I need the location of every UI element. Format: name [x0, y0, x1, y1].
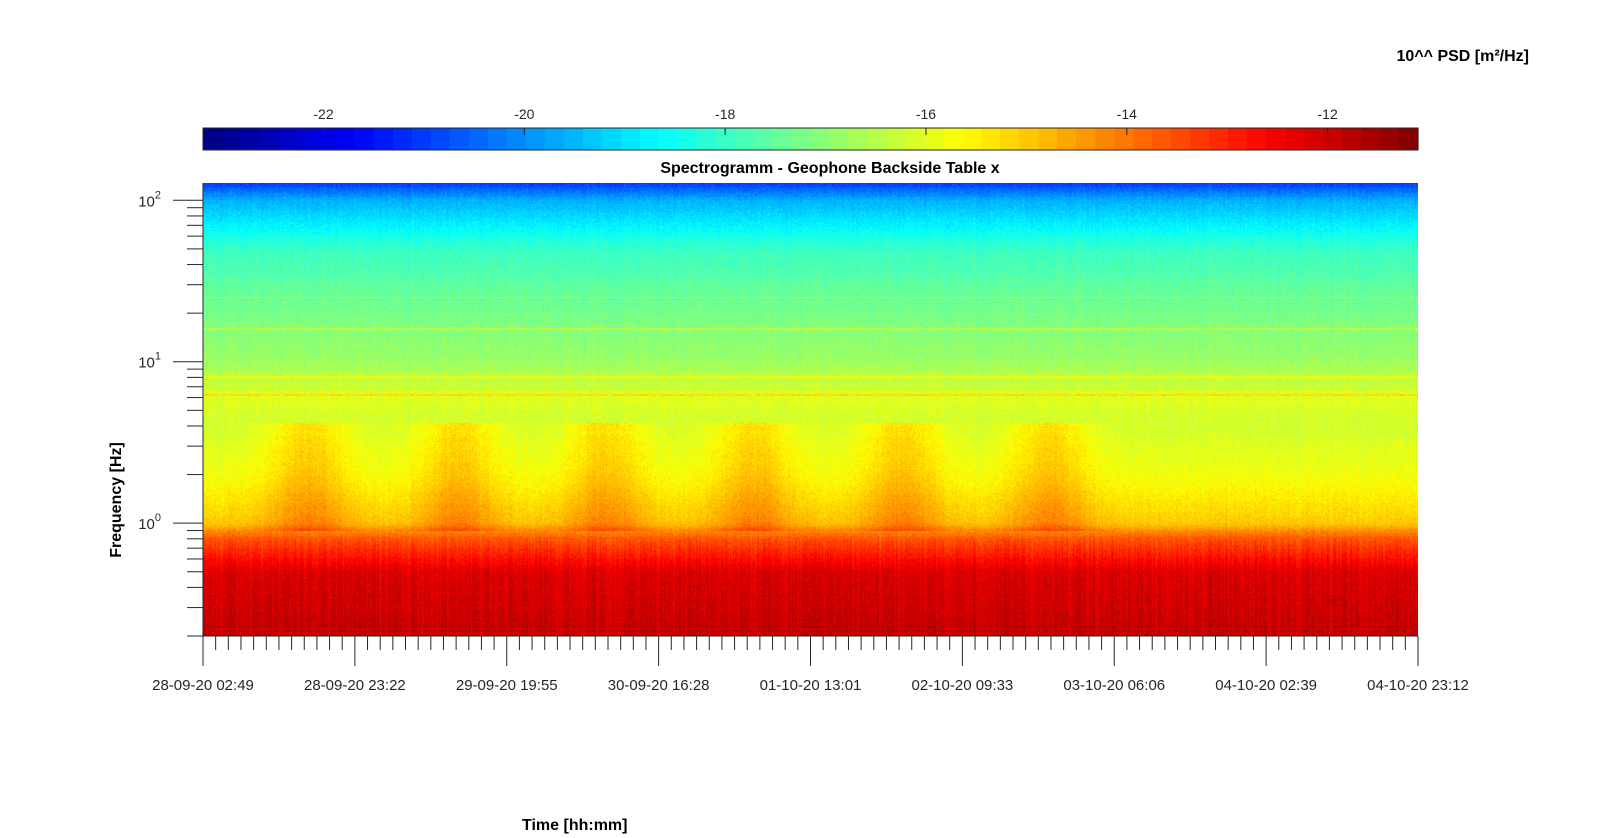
colorbar-segment [1228, 128, 1248, 150]
colorbar-segment [905, 128, 926, 150]
y-tick-label: 101 [138, 351, 161, 372]
colorbar-segment [297, 128, 318, 150]
colorbar-segment [829, 128, 850, 150]
plot-area [203, 183, 1418, 636]
colorbar-segment [696, 128, 717, 150]
colorbar-tick-label: -18 [715, 106, 735, 122]
colorbar-segment [487, 128, 508, 150]
colorbar-segment [544, 128, 565, 150]
colorbar-segment [203, 128, 223, 150]
colorbar-tick-label: -14 [1117, 106, 1137, 122]
colorbar-segment [354, 128, 375, 150]
colorbar-frame [202, 127, 1419, 151]
colorbar-segment [1057, 128, 1077, 150]
colorbar-segment [658, 128, 679, 150]
colorbar-segment [1323, 128, 1343, 150]
colorbar-segment [316, 128, 337, 150]
colorbar-segment [1076, 128, 1096, 150]
colorbar-segment [734, 128, 755, 150]
colorbar-segment [1209, 128, 1229, 150]
colorbar-title: 10^^ PSD [m²/Hz] [1396, 48, 1529, 65]
colorbar-segment [791, 128, 812, 150]
colorbar-segment [1285, 128, 1305, 150]
colorbar-segment [810, 128, 831, 150]
colorbar-segment [1152, 128, 1172, 150]
colorbar-segment [392, 128, 413, 150]
y-tick-label: 100 [138, 512, 161, 533]
colorbar-segment [1114, 128, 1134, 150]
colorbar-segment [449, 128, 470, 150]
y-tick-label: 102 [138, 189, 161, 210]
colorbar-segment [563, 128, 584, 150]
colorbar-segment [715, 128, 736, 150]
x-tick-label: 02-10-20 09:33 [912, 677, 1014, 694]
colorbar-segment [1000, 128, 1020, 150]
colorbar-segment [867, 128, 888, 150]
colorbar-segment [582, 128, 603, 150]
x-tick-label: 03-10-20 06:06 [1063, 677, 1165, 694]
colorbar-segment [240, 128, 261, 150]
colorbar-segment [1266, 128, 1286, 150]
colorbar-segment [1361, 128, 1381, 150]
colorbar-segment [772, 128, 793, 150]
colorbar-segment [1399, 128, 1419, 150]
x-axis-label: Time [hh:mm] [522, 817, 628, 834]
colorbar-segment [753, 128, 774, 150]
colorbar-segment [601, 128, 622, 150]
colorbar-tick-label: -20 [514, 106, 534, 122]
colorbar-segment [620, 128, 641, 150]
x-axis: 28-09-20 02:49 28-09-20 23:22 29-09-20 19:… [152, 635, 1469, 694]
colorbar-segment [1019, 128, 1039, 150]
colorbar-segment [639, 128, 660, 150]
colorbar-segment [278, 128, 299, 150]
colorbar-segment [981, 128, 1001, 150]
colorbar-segment [259, 128, 280, 150]
colorbar-segment [525, 128, 546, 150]
colorbar-segment [506, 128, 527, 150]
colorbar-segment [373, 128, 394, 150]
colorbar-segment [411, 128, 432, 150]
colorbar-segment [1342, 128, 1362, 150]
colorbar-segment [335, 128, 356, 150]
colorbar-segment [1304, 128, 1324, 150]
spectrogram-heatmap [203, 183, 1418, 636]
colorbar-segment [1190, 128, 1210, 150]
colorbar-tick-label: -16 [916, 106, 936, 122]
colorbar-segment [1038, 128, 1058, 150]
colorbar-segment [430, 128, 451, 150]
colorbar-segment [1133, 128, 1153, 150]
plot-title: Spectrogramm - Geophone Backside Table x [660, 160, 1000, 177]
colorbar-tick-label: -22 [313, 106, 333, 122]
x-tick-label: 30-09-20 16:28 [608, 677, 710, 694]
colorbar-segment [468, 128, 489, 150]
colorbar-segment [924, 128, 944, 150]
colorbar-segment [943, 128, 963, 150]
colorbar-segment [962, 128, 982, 150]
x-tick-label: 28-09-20 23:22 [304, 677, 406, 694]
colorbar-tick-label: -12 [1318, 106, 1338, 122]
x-tick-label: 29-09-20 19:55 [456, 677, 558, 694]
x-tick-label: 04-10-20 02:39 [1215, 677, 1317, 694]
colorbar: -22 -20 -18 -16 -14 -12 [202, 106, 1419, 151]
colorbar-segment [886, 128, 907, 150]
y-axis: 100 101 102 [138, 183, 204, 637]
colorbar-segment [1380, 128, 1400, 150]
x-tick-label: 01-10-20 13:01 [760, 677, 862, 694]
colorbar-segment [221, 128, 242, 150]
colorbar-segment [1247, 128, 1267, 150]
colorbar-segment [1171, 128, 1191, 150]
x-tick-label: 04-10-20 23:12 [1367, 677, 1469, 694]
colorbar-segment [1095, 128, 1115, 150]
colorbar-segment [848, 128, 869, 150]
x-tick-label: 28-09-20 02:49 [152, 677, 254, 694]
colorbar-segment [677, 128, 698, 150]
